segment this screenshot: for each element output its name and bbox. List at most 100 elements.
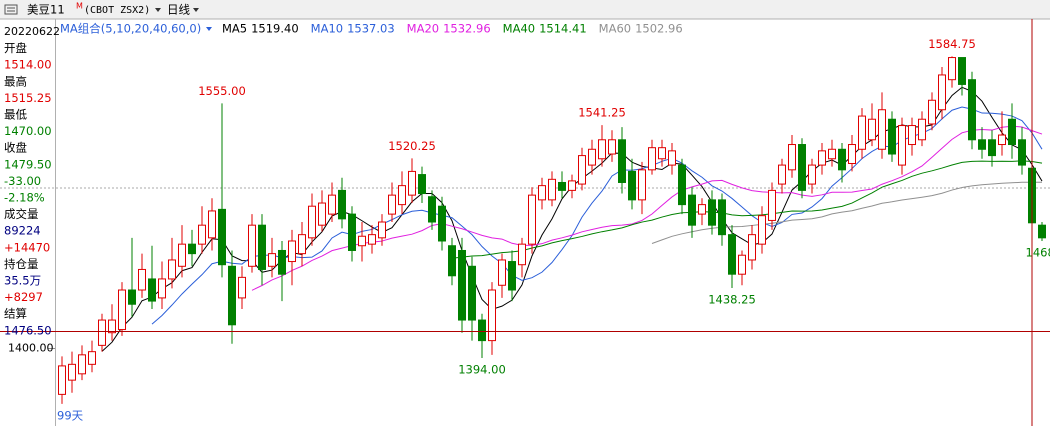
ma-line <box>251 125 1043 291</box>
candle-body <box>958 57 966 85</box>
candle-body <box>828 148 836 160</box>
ma-value: 1537.03 <box>347 22 395 36</box>
candle-body <box>1008 118 1016 146</box>
candle-body <box>678 164 686 206</box>
candle-body <box>298 234 306 255</box>
candle-body <box>348 213 356 251</box>
ma-name: MA40 <box>503 22 535 36</box>
candle-body <box>458 249 466 321</box>
candle-body <box>838 148 846 171</box>
info-change: -2.18% <box>4 191 45 205</box>
y-tick-label: 1400.00 <box>8 342 54 355</box>
candle-body <box>118 289 126 331</box>
ma-group[interactable]: MA组合(5,10,20,40,60,0) <box>60 22 201 36</box>
candle-body <box>568 180 576 191</box>
candle-body <box>248 224 256 267</box>
candle-body <box>408 170 416 196</box>
info-value: 35.5万 <box>4 274 41 288</box>
price-annotation: 1394.00 <box>458 363 506 377</box>
candle-body <box>368 234 376 245</box>
candle-body <box>608 139 616 155</box>
candle-body <box>128 289 136 305</box>
price-annotation: 1438.25 <box>708 293 756 307</box>
candle-body <box>478 319 486 342</box>
info-label: 收盘 <box>4 141 27 155</box>
price-annotation: 1555.00 <box>198 84 246 98</box>
ma-value: 1532.96 <box>443 22 491 36</box>
candle-body <box>538 185 546 201</box>
candle-body <box>58 365 66 395</box>
ma-value: 1519.40 <box>251 22 299 36</box>
candle-body <box>418 174 426 195</box>
candle-body <box>788 144 796 171</box>
candle-body <box>98 319 106 346</box>
candle-body <box>108 319 116 334</box>
candle-body <box>588 148 596 166</box>
candle-body <box>918 118 926 141</box>
candle-body <box>798 144 806 191</box>
candle-body <box>808 164 816 185</box>
candle-body <box>818 150 826 166</box>
candle-body <box>428 196 436 223</box>
price-annotation: 1541.25 <box>578 106 626 120</box>
symbol[interactable]: 美豆11 <box>27 3 65 17</box>
info-label: 成交量 <box>4 207 39 221</box>
info-value: 1514.00 <box>4 58 52 72</box>
candle-body <box>668 150 676 166</box>
candle-body <box>488 289 496 342</box>
ma-line <box>451 160 1043 259</box>
candle-body <box>398 185 406 206</box>
candle-body <box>448 245 456 277</box>
menu-icon[interactable] <box>4 4 18 15</box>
dropdown-arrow[interactable] <box>206 27 212 31</box>
candle-body <box>498 259 506 286</box>
candle-body <box>238 276 246 299</box>
ma-name: MA5 <box>222 22 247 36</box>
candle-body <box>658 147 666 160</box>
candle-body <box>148 278 156 302</box>
candle-body <box>178 243 186 267</box>
candle-body <box>728 234 736 275</box>
info-value: 89224 <box>4 224 41 238</box>
candle-body <box>858 115 866 150</box>
candle-body <box>508 261 516 291</box>
candle-body <box>578 155 586 185</box>
info-value: 1515.25 <box>4 91 52 105</box>
candle-body <box>748 234 756 261</box>
candle-body <box>68 363 76 381</box>
candle-body <box>198 224 206 245</box>
ma-name: MA20 <box>407 22 439 36</box>
candle-body <box>998 134 1006 146</box>
candle-body <box>878 109 886 150</box>
info-label: 持仓量 <box>4 257 39 271</box>
info-date: 20220622 <box>4 25 60 38</box>
info-label: 开盘 <box>4 41 27 55</box>
symbol-flag: M <box>76 2 83 11</box>
info-value: 1479.50 <box>4 157 52 171</box>
dropdown-arrow[interactable] <box>155 8 161 12</box>
candle-body <box>698 204 706 215</box>
candle-body <box>208 210 216 239</box>
candle-body <box>618 139 626 183</box>
candle-body <box>628 170 636 201</box>
ma-name: MA10 <box>311 22 343 36</box>
info-label: 结算 <box>4 307 27 321</box>
plot-area <box>58 56 1046 404</box>
info-change: +8297 <box>4 290 43 304</box>
candle-body <box>988 139 996 157</box>
info-value: 1470.00 <box>4 124 52 138</box>
candle-body <box>708 199 716 226</box>
period[interactable]: 日线 <box>167 3 190 17</box>
candle-body <box>158 278 166 299</box>
candle-body <box>968 79 976 141</box>
candle-body <box>848 144 856 165</box>
candle-body <box>518 243 526 266</box>
candle-body <box>938 74 946 111</box>
info-value: 1476.50 <box>4 323 52 337</box>
candle-body <box>548 178 556 201</box>
candle-body <box>898 125 906 166</box>
dropdown-arrow[interactable] <box>193 8 199 12</box>
candle-body <box>88 351 96 365</box>
candle-body <box>978 139 986 150</box>
candle-body <box>778 164 786 185</box>
